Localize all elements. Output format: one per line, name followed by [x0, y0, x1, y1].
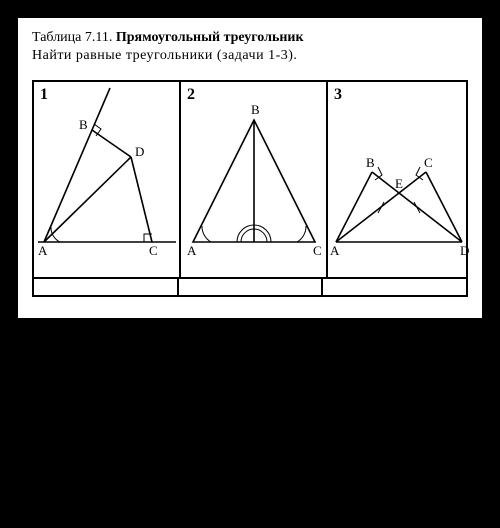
- diagram-3: A B C D E: [328, 82, 473, 277]
- tick-ed: [414, 202, 420, 213]
- strip-cell-1: [34, 279, 179, 295]
- panel-1: 1 A B C D: [34, 82, 181, 277]
- strip-cell-3: [323, 279, 466, 295]
- panel-1-number: 1: [40, 86, 48, 104]
- label-d3: D: [460, 243, 469, 258]
- table-heading: Таблица 7.11. Прямоугольный треугольник: [32, 30, 468, 46]
- angle-arc-c2: [297, 226, 306, 242]
- label-c: C: [149, 243, 158, 258]
- panel-3-number: 3: [334, 86, 342, 104]
- panel-2-number: 2: [187, 86, 195, 104]
- label-a3: A: [330, 243, 340, 258]
- page: Таблица 7.11. Прямоугольный треугольник …: [18, 18, 482, 318]
- line-ab3: [336, 172, 372, 242]
- label-a: A: [38, 243, 48, 258]
- panel-row: 1 A B C D: [32, 80, 468, 279]
- angle-arc-a2: [202, 226, 211, 242]
- label-b2: B: [251, 102, 260, 117]
- panel-3: 3 A B C: [328, 82, 473, 277]
- label-e3: E: [395, 176, 403, 191]
- strip-cell-2: [179, 279, 324, 295]
- tick-ea: [378, 202, 384, 213]
- table-title: Прямоугольный треугольник: [116, 30, 304, 45]
- diagram-1: A B C D: [34, 82, 179, 277]
- table-number: 7.11.: [85, 30, 112, 45]
- line-ray-ab: [44, 88, 110, 242]
- line-dc: [131, 157, 152, 242]
- angle-arc-a: [51, 227, 60, 242]
- label-c2: C: [313, 243, 322, 258]
- panel-2: 2 A B C: [181, 82, 328, 277]
- table-subtitle: Найти равные треугольники (задачи 1-3).: [32, 48, 468, 64]
- label-b: B: [79, 117, 88, 132]
- table-word: Таблица: [32, 30, 81, 45]
- line-ad: [44, 157, 131, 242]
- label-a2: A: [187, 243, 197, 258]
- label-b3: B: [366, 155, 375, 170]
- label-c3: C: [424, 155, 433, 170]
- line-dc3: [426, 172, 462, 242]
- diagram-2: A B C: [181, 82, 326, 277]
- label-d: D: [135, 144, 144, 159]
- right-angle-b: [94, 124, 101, 136]
- panel-row-below: [32, 279, 468, 297]
